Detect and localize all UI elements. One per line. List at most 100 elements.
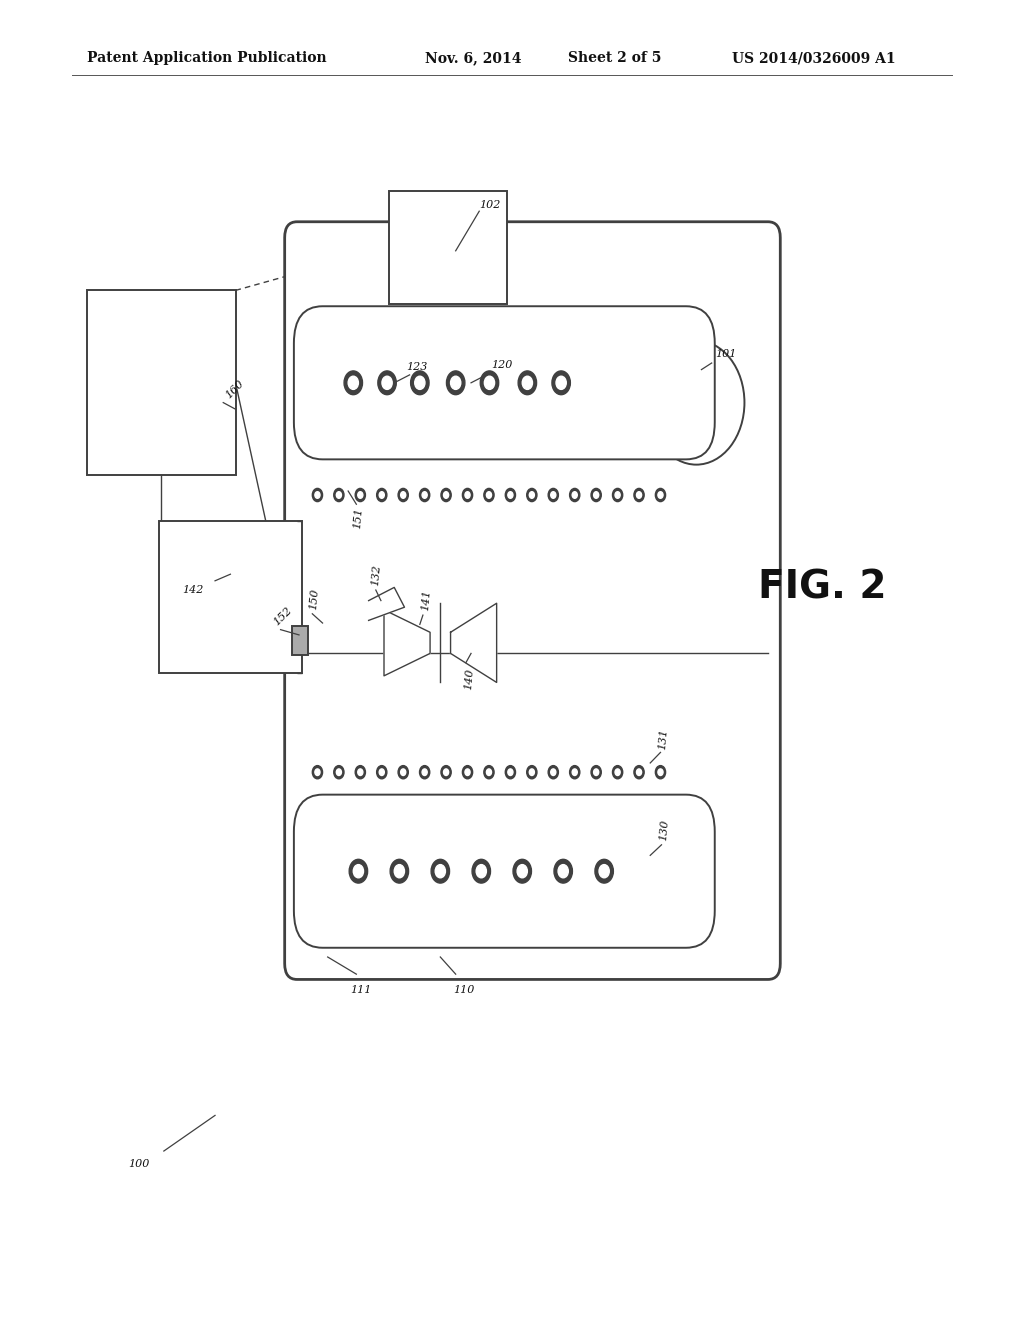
Circle shape: [526, 766, 537, 779]
Circle shape: [400, 768, 406, 776]
Circle shape: [648, 341, 744, 465]
Circle shape: [435, 865, 445, 878]
Circle shape: [463, 766, 473, 779]
Circle shape: [591, 488, 601, 502]
Circle shape: [655, 766, 666, 779]
Circle shape: [312, 766, 323, 779]
Circle shape: [441, 488, 452, 502]
Text: 151: 151: [352, 507, 365, 529]
Circle shape: [379, 492, 384, 499]
Circle shape: [336, 492, 341, 499]
Text: 140: 140: [463, 668, 475, 690]
Circle shape: [463, 488, 473, 502]
Circle shape: [446, 371, 465, 395]
Circle shape: [569, 488, 580, 502]
Circle shape: [486, 492, 492, 499]
Circle shape: [441, 766, 452, 779]
Circle shape: [355, 766, 366, 779]
Circle shape: [357, 492, 362, 499]
Circle shape: [551, 768, 556, 776]
Circle shape: [348, 376, 358, 389]
Bar: [87, 290, 236, 475]
Circle shape: [508, 768, 513, 776]
Circle shape: [394, 865, 404, 878]
Circle shape: [411, 371, 429, 395]
Circle shape: [508, 492, 513, 499]
Circle shape: [594, 492, 599, 499]
Circle shape: [398, 766, 409, 779]
Circle shape: [336, 768, 341, 776]
Text: FIG. 2: FIG. 2: [758, 569, 886, 606]
Text: 130: 130: [658, 818, 671, 841]
Circle shape: [548, 488, 558, 502]
Circle shape: [390, 859, 409, 883]
Text: 132: 132: [371, 564, 383, 586]
Circle shape: [476, 865, 486, 878]
Circle shape: [400, 492, 406, 499]
Text: 110: 110: [454, 985, 475, 995]
Circle shape: [420, 766, 430, 779]
Circle shape: [612, 488, 623, 502]
Text: 100: 100: [128, 1159, 150, 1170]
Circle shape: [377, 766, 387, 779]
Circle shape: [357, 768, 362, 776]
Circle shape: [420, 488, 430, 502]
Circle shape: [465, 492, 470, 499]
Circle shape: [312, 488, 323, 502]
Circle shape: [556, 376, 566, 389]
Circle shape: [595, 859, 613, 883]
Bar: [389, 191, 507, 304]
Circle shape: [526, 488, 537, 502]
Circle shape: [612, 766, 623, 779]
Circle shape: [443, 492, 449, 499]
Circle shape: [513, 859, 531, 883]
Circle shape: [569, 766, 580, 779]
Circle shape: [379, 768, 384, 776]
Circle shape: [382, 376, 392, 389]
Polygon shape: [384, 610, 430, 676]
Circle shape: [353, 865, 364, 878]
Text: Sheet 2 of 5: Sheet 2 of 5: [568, 51, 662, 65]
Circle shape: [517, 865, 527, 878]
Circle shape: [377, 488, 387, 502]
Circle shape: [615, 492, 621, 499]
Circle shape: [422, 768, 427, 776]
Text: 101: 101: [715, 348, 736, 359]
Circle shape: [599, 865, 609, 878]
Circle shape: [398, 488, 409, 502]
Circle shape: [658, 492, 664, 499]
Circle shape: [554, 859, 572, 883]
Text: 111: 111: [350, 985, 372, 995]
Circle shape: [615, 768, 621, 776]
Polygon shape: [451, 603, 497, 682]
Circle shape: [518, 371, 537, 395]
FancyBboxPatch shape: [294, 795, 715, 948]
Circle shape: [529, 768, 535, 776]
Circle shape: [529, 492, 535, 499]
Text: 131: 131: [657, 727, 670, 750]
Circle shape: [634, 488, 644, 502]
Text: 160: 160: [223, 378, 246, 400]
Circle shape: [634, 766, 644, 779]
Circle shape: [548, 766, 558, 779]
Circle shape: [443, 768, 449, 776]
Circle shape: [451, 376, 461, 389]
Circle shape: [572, 768, 578, 776]
Text: 141: 141: [420, 589, 432, 611]
Circle shape: [344, 371, 362, 395]
Circle shape: [484, 488, 495, 502]
Circle shape: [551, 492, 556, 499]
Circle shape: [637, 768, 642, 776]
Circle shape: [558, 865, 568, 878]
Circle shape: [637, 492, 642, 499]
Text: 152: 152: [271, 605, 294, 627]
Circle shape: [334, 766, 344, 779]
Text: Patent Application Publication: Patent Application Publication: [87, 51, 327, 65]
Text: 142: 142: [182, 585, 204, 595]
Text: 150: 150: [308, 587, 321, 610]
FancyBboxPatch shape: [285, 222, 780, 979]
Circle shape: [355, 488, 366, 502]
Text: 123: 123: [407, 362, 428, 372]
Circle shape: [522, 376, 532, 389]
Circle shape: [591, 766, 601, 779]
